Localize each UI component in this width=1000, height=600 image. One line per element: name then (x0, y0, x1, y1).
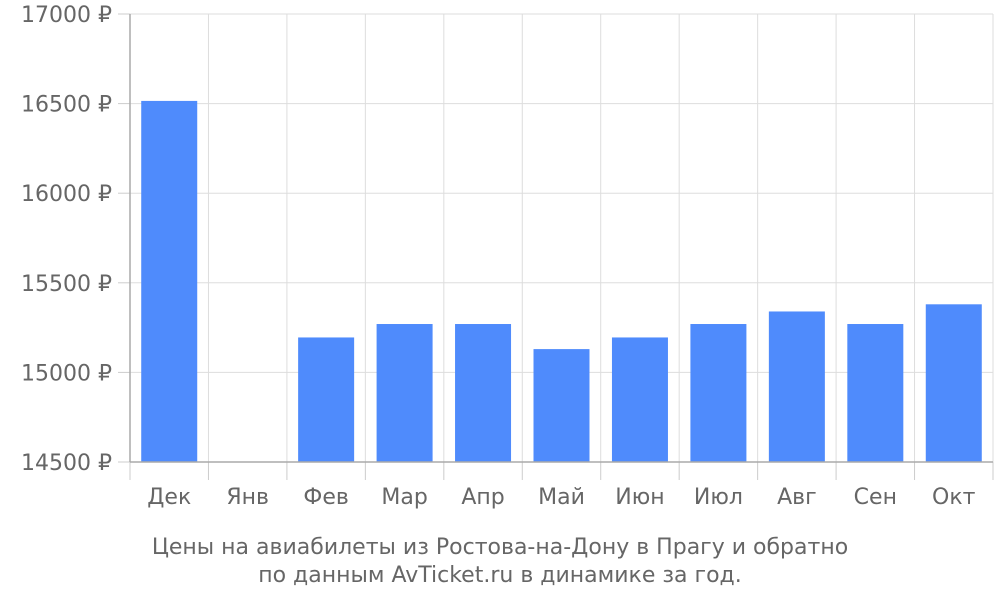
x-tick-label: Апр (461, 485, 504, 510)
x-tick-label: Июн (615, 485, 664, 510)
bar-0 (141, 100, 198, 463)
y-tick-label: 15000 ₽ (21, 361, 112, 386)
x-axis-tick-labels: Дек Янв Фев Мар Апр Май Июн Июл Авг Сен Окт (147, 485, 975, 510)
x-tick-label: Фев (303, 485, 348, 510)
bar-10 (925, 304, 982, 462)
x-tick-label: Май (538, 485, 585, 510)
bar-2 (298, 337, 355, 462)
x-tick-label: Окт (932, 485, 976, 510)
y-tick-label: 14500 ₽ (21, 451, 112, 476)
chart-caption-line-2: по данным AvTicket.ru в динамике за год. (258, 563, 742, 588)
y-tick-label: 16500 ₽ (21, 93, 112, 118)
y-tick-label: 17000 ₽ (21, 3, 112, 28)
x-tick-label: Янв (226, 485, 269, 510)
bar-6 (611, 337, 668, 462)
x-tick-label: Дек (147, 485, 191, 510)
bar-4 (455, 324, 512, 462)
bars (141, 100, 982, 463)
bar-7 (690, 324, 747, 462)
y-tick-label: 16000 ₽ (21, 182, 112, 207)
bar-9 (847, 324, 904, 462)
y-tick-label: 15500 ₽ (21, 272, 112, 297)
bar-3 (376, 324, 433, 462)
chart-caption-line-1: Цены на авиабилеты из Ростова-на-Дону в … (151, 535, 849, 560)
bar-5 (533, 349, 590, 462)
x-tick-label: Июл (694, 485, 743, 510)
x-tick-label: Мар (381, 485, 427, 510)
x-tick-label: Сен (854, 485, 897, 510)
axes (118, 13, 994, 480)
bar-8 (768, 311, 825, 462)
x-tick-label: Авг (777, 485, 817, 510)
y-axis-tick-labels: 17000 ₽ 16500 ₽ 16000 ₽ 15500 ₽ 15000 ₽ 14500… (21, 3, 112, 476)
